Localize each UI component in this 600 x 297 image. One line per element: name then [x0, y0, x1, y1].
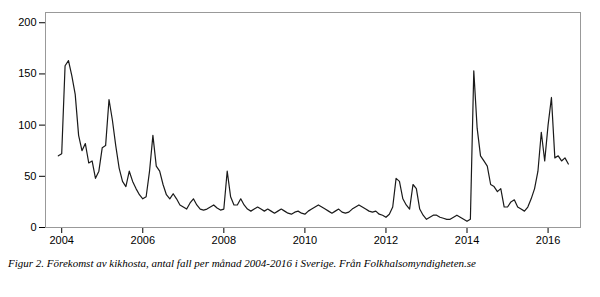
svg-text:2010: 2010 — [293, 234, 317, 246]
svg-text:0: 0 — [30, 221, 36, 233]
svg-text:100: 100 — [18, 119, 36, 131]
svg-text:2012: 2012 — [374, 234, 398, 246]
svg-text:150: 150 — [18, 67, 36, 79]
html-text:Figur 2. Förekomst av kikhosta: Figur 2. Förekomst av kikhosta, antal fa… — [8, 257, 476, 269]
svg-text:2008: 2008 — [212, 234, 236, 246]
svg-text:2004: 2004 — [49, 234, 73, 246]
svg-text:200: 200 — [18, 16, 36, 28]
svg-text:50: 50 — [24, 170, 36, 182]
svg-text:2016: 2016 — [536, 234, 560, 246]
svg-text:2014: 2014 — [455, 234, 479, 246]
svg-text:2006: 2006 — [131, 234, 155, 246]
